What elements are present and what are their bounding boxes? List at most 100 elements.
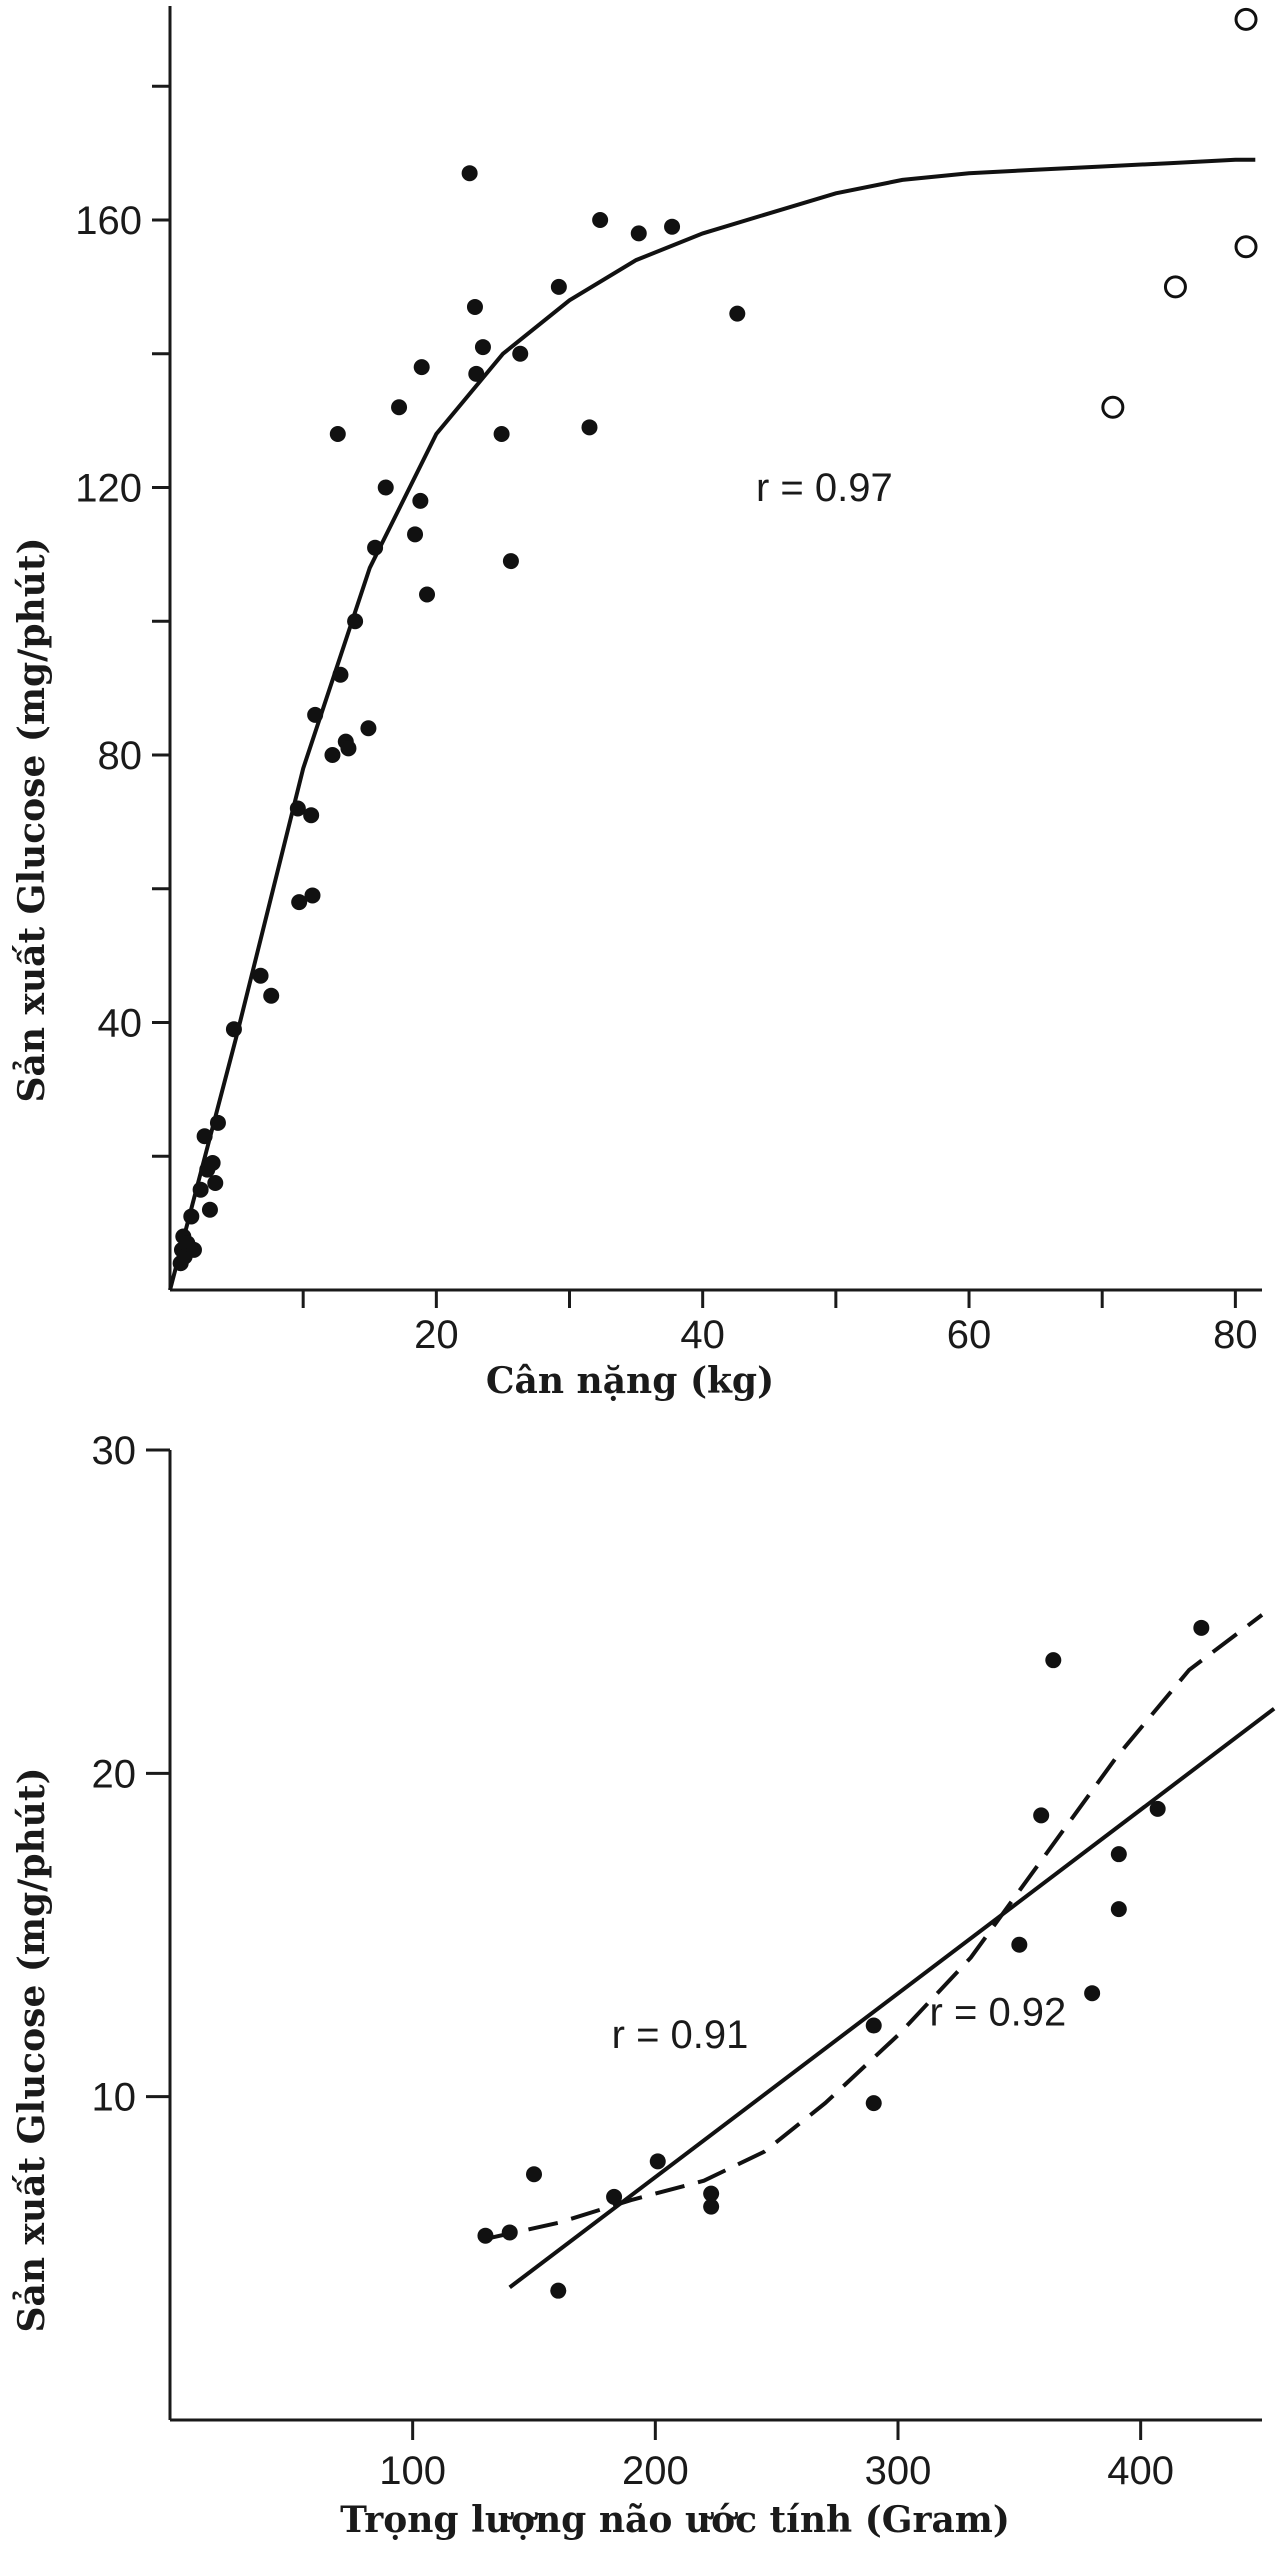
chart1-data-point bbox=[209, 1114, 226, 1131]
chart2-data-point bbox=[606, 2188, 623, 2205]
chart1-data-point bbox=[502, 553, 519, 570]
chart1-data-point bbox=[474, 339, 491, 356]
chart1-data-point bbox=[413, 359, 430, 376]
chart1-data-point bbox=[419, 586, 436, 603]
chart1-data-point bbox=[592, 212, 609, 228]
chart1-data-point bbox=[204, 1154, 221, 1171]
chart2-data-point bbox=[550, 2282, 567, 2299]
chart1-data-point bbox=[252, 967, 269, 984]
chart2-data-point bbox=[526, 2166, 542, 2183]
chart1-open-data-point bbox=[1101, 395, 1125, 419]
chart2-x-tick-label: 300 bbox=[865, 2449, 932, 2493]
chart1-fit-curve bbox=[168, 157, 1256, 1291]
chart1-data-point bbox=[263, 987, 280, 1004]
chart2-y-tick-label: 30 bbox=[92, 1429, 137, 1473]
chart1-data-point bbox=[377, 479, 394, 496]
chart1-open-data-point bbox=[1163, 275, 1187, 299]
chart2-data-point bbox=[1011, 1936, 1028, 1953]
chart1-data-point bbox=[192, 1181, 209, 1198]
chart1-data-point bbox=[291, 894, 308, 911]
chart2-ticks: 10 20 30 100 200 300 400 bbox=[92, 1429, 1175, 2493]
chart1-data-point bbox=[407, 526, 424, 543]
chart1-fit-lines bbox=[168, 157, 1256, 1291]
chart1-data-point bbox=[550, 278, 567, 295]
chart1-data-point bbox=[183, 1208, 200, 1225]
chart1-data-point bbox=[340, 740, 357, 757]
chart1-data-point bbox=[412, 492, 429, 509]
chart1-points bbox=[172, 7, 1258, 1272]
chart2-curve-fit-line bbox=[485, 1613, 1264, 2241]
chart1-data-point bbox=[201, 1201, 218, 1218]
chart2-data-point bbox=[1110, 1846, 1127, 1863]
chart-brain-weight-vs-glucose: 10 20 30 100 200 300 400 Trọng lượng não ước t… bbox=[11, 1429, 1276, 2541]
chart1-x-tick-label: 80 bbox=[1213, 1313, 1258, 1357]
chart1-data-point bbox=[367, 539, 384, 556]
chart1-data-point bbox=[581, 419, 598, 436]
chart2-data-point bbox=[1193, 1619, 1210, 1636]
chart2-data-point bbox=[1084, 1985, 1101, 2002]
chart1-data-point bbox=[304, 887, 321, 904]
chart1-data-point bbox=[347, 613, 364, 630]
chart1-data-point bbox=[512, 345, 529, 362]
chart1-x-tick-label: 40 bbox=[680, 1313, 725, 1357]
chart1-y-tick-label: 160 bbox=[75, 199, 142, 243]
chart1-data-point bbox=[196, 1128, 213, 1145]
chart2-data-point bbox=[501, 2224, 518, 2241]
chart1-data-point bbox=[289, 800, 306, 817]
chart1-data-point bbox=[332, 666, 349, 683]
chart2-curve-correlation-label: r = 0.92 bbox=[930, 1991, 1067, 2035]
chart1-data-point bbox=[185, 1241, 202, 1258]
chart1-x-tick-label: 60 bbox=[947, 1313, 992, 1357]
chart1-data-point bbox=[307, 706, 324, 723]
chart2-data-point bbox=[649, 2153, 666, 2170]
chart1-data-point bbox=[225, 1021, 242, 1038]
chart1-x-tick-label: 20 bbox=[414, 1313, 459, 1357]
chart1-data-point bbox=[207, 1175, 224, 1191]
chart1-data-point bbox=[664, 218, 681, 235]
chart1-x-axis-label: Cân nặng (kg) bbox=[486, 1360, 774, 1402]
chart2-data-point bbox=[865, 2095, 882, 2112]
chart1-y-tick-label: 120 bbox=[75, 467, 142, 511]
chart2-data-point bbox=[477, 2227, 494, 2244]
chart-weight-vs-glucose: 40 80 120 160 20 40 60 80 Cân nặng (kg) Sản xuấ… bbox=[11, 6, 1262, 1402]
chart1-data-point bbox=[329, 426, 346, 442]
chart1-data-point bbox=[630, 225, 647, 242]
chart2-data-point bbox=[865, 2017, 882, 2034]
chart2-y-axis-label: Sản xuất Glucose (mg/phút) bbox=[11, 1767, 53, 2332]
chart2-x-tick-label: 100 bbox=[379, 2449, 446, 2493]
chart1-open-data-point bbox=[1234, 235, 1258, 259]
chart1-y-axis-label: Sản xuất Glucose (mg/phút) bbox=[11, 537, 53, 1102]
chart2-fit-lines bbox=[485, 1613, 1276, 2289]
chart2-data-point bbox=[703, 2198, 720, 2215]
chart2-data-point bbox=[1045, 1652, 1062, 1669]
chart1-data-point bbox=[468, 365, 485, 382]
chart2-linear-fit-line bbox=[508, 1707, 1276, 2289]
chart2-data-point bbox=[1033, 1807, 1050, 1824]
chart1-data-point bbox=[461, 165, 478, 182]
chart2-data-point bbox=[1110, 1901, 1127, 1918]
chart2-data-point bbox=[703, 2185, 720, 2202]
chart1-data-point bbox=[493, 426, 510, 442]
chart2-axes bbox=[168, 1450, 1262, 2422]
chart1-data-point bbox=[324, 747, 341, 763]
chart1-open-data-point bbox=[1234, 7, 1258, 31]
chart1-ticks: 40 80 120 160 20 40 60 80 bbox=[75, 84, 1258, 1357]
chart2-y-tick-label: 20 bbox=[92, 1752, 137, 1796]
chart1-data-point bbox=[303, 807, 320, 824]
chart1-data-point bbox=[360, 720, 377, 737]
chart1-y-tick-label: 40 bbox=[98, 1002, 143, 1046]
chart1-y-tick-label: 80 bbox=[98, 734, 143, 778]
chart2-x-tick-label: 200 bbox=[622, 2449, 689, 2493]
chart1-axes bbox=[168, 6, 1262, 1292]
chart2-linear-correlation-label: r = 0.91 bbox=[612, 2013, 749, 2057]
chart2-y-tick-label: 10 bbox=[92, 2076, 137, 2120]
chart2-data-point bbox=[1149, 1800, 1166, 1817]
chart2-x-tick-label: 400 bbox=[1107, 2449, 1174, 2493]
chart2-x-axis-label: Trọng lượng não ước tính (Gram) bbox=[340, 2499, 1010, 2541]
chart1-data-point bbox=[391, 399, 408, 416]
chart2-points bbox=[477, 1619, 1210, 2299]
chart1-data-point bbox=[729, 305, 746, 322]
chart1-correlation-label: r = 0.97 bbox=[756, 466, 893, 510]
chart1-data-point bbox=[466, 298, 483, 315]
